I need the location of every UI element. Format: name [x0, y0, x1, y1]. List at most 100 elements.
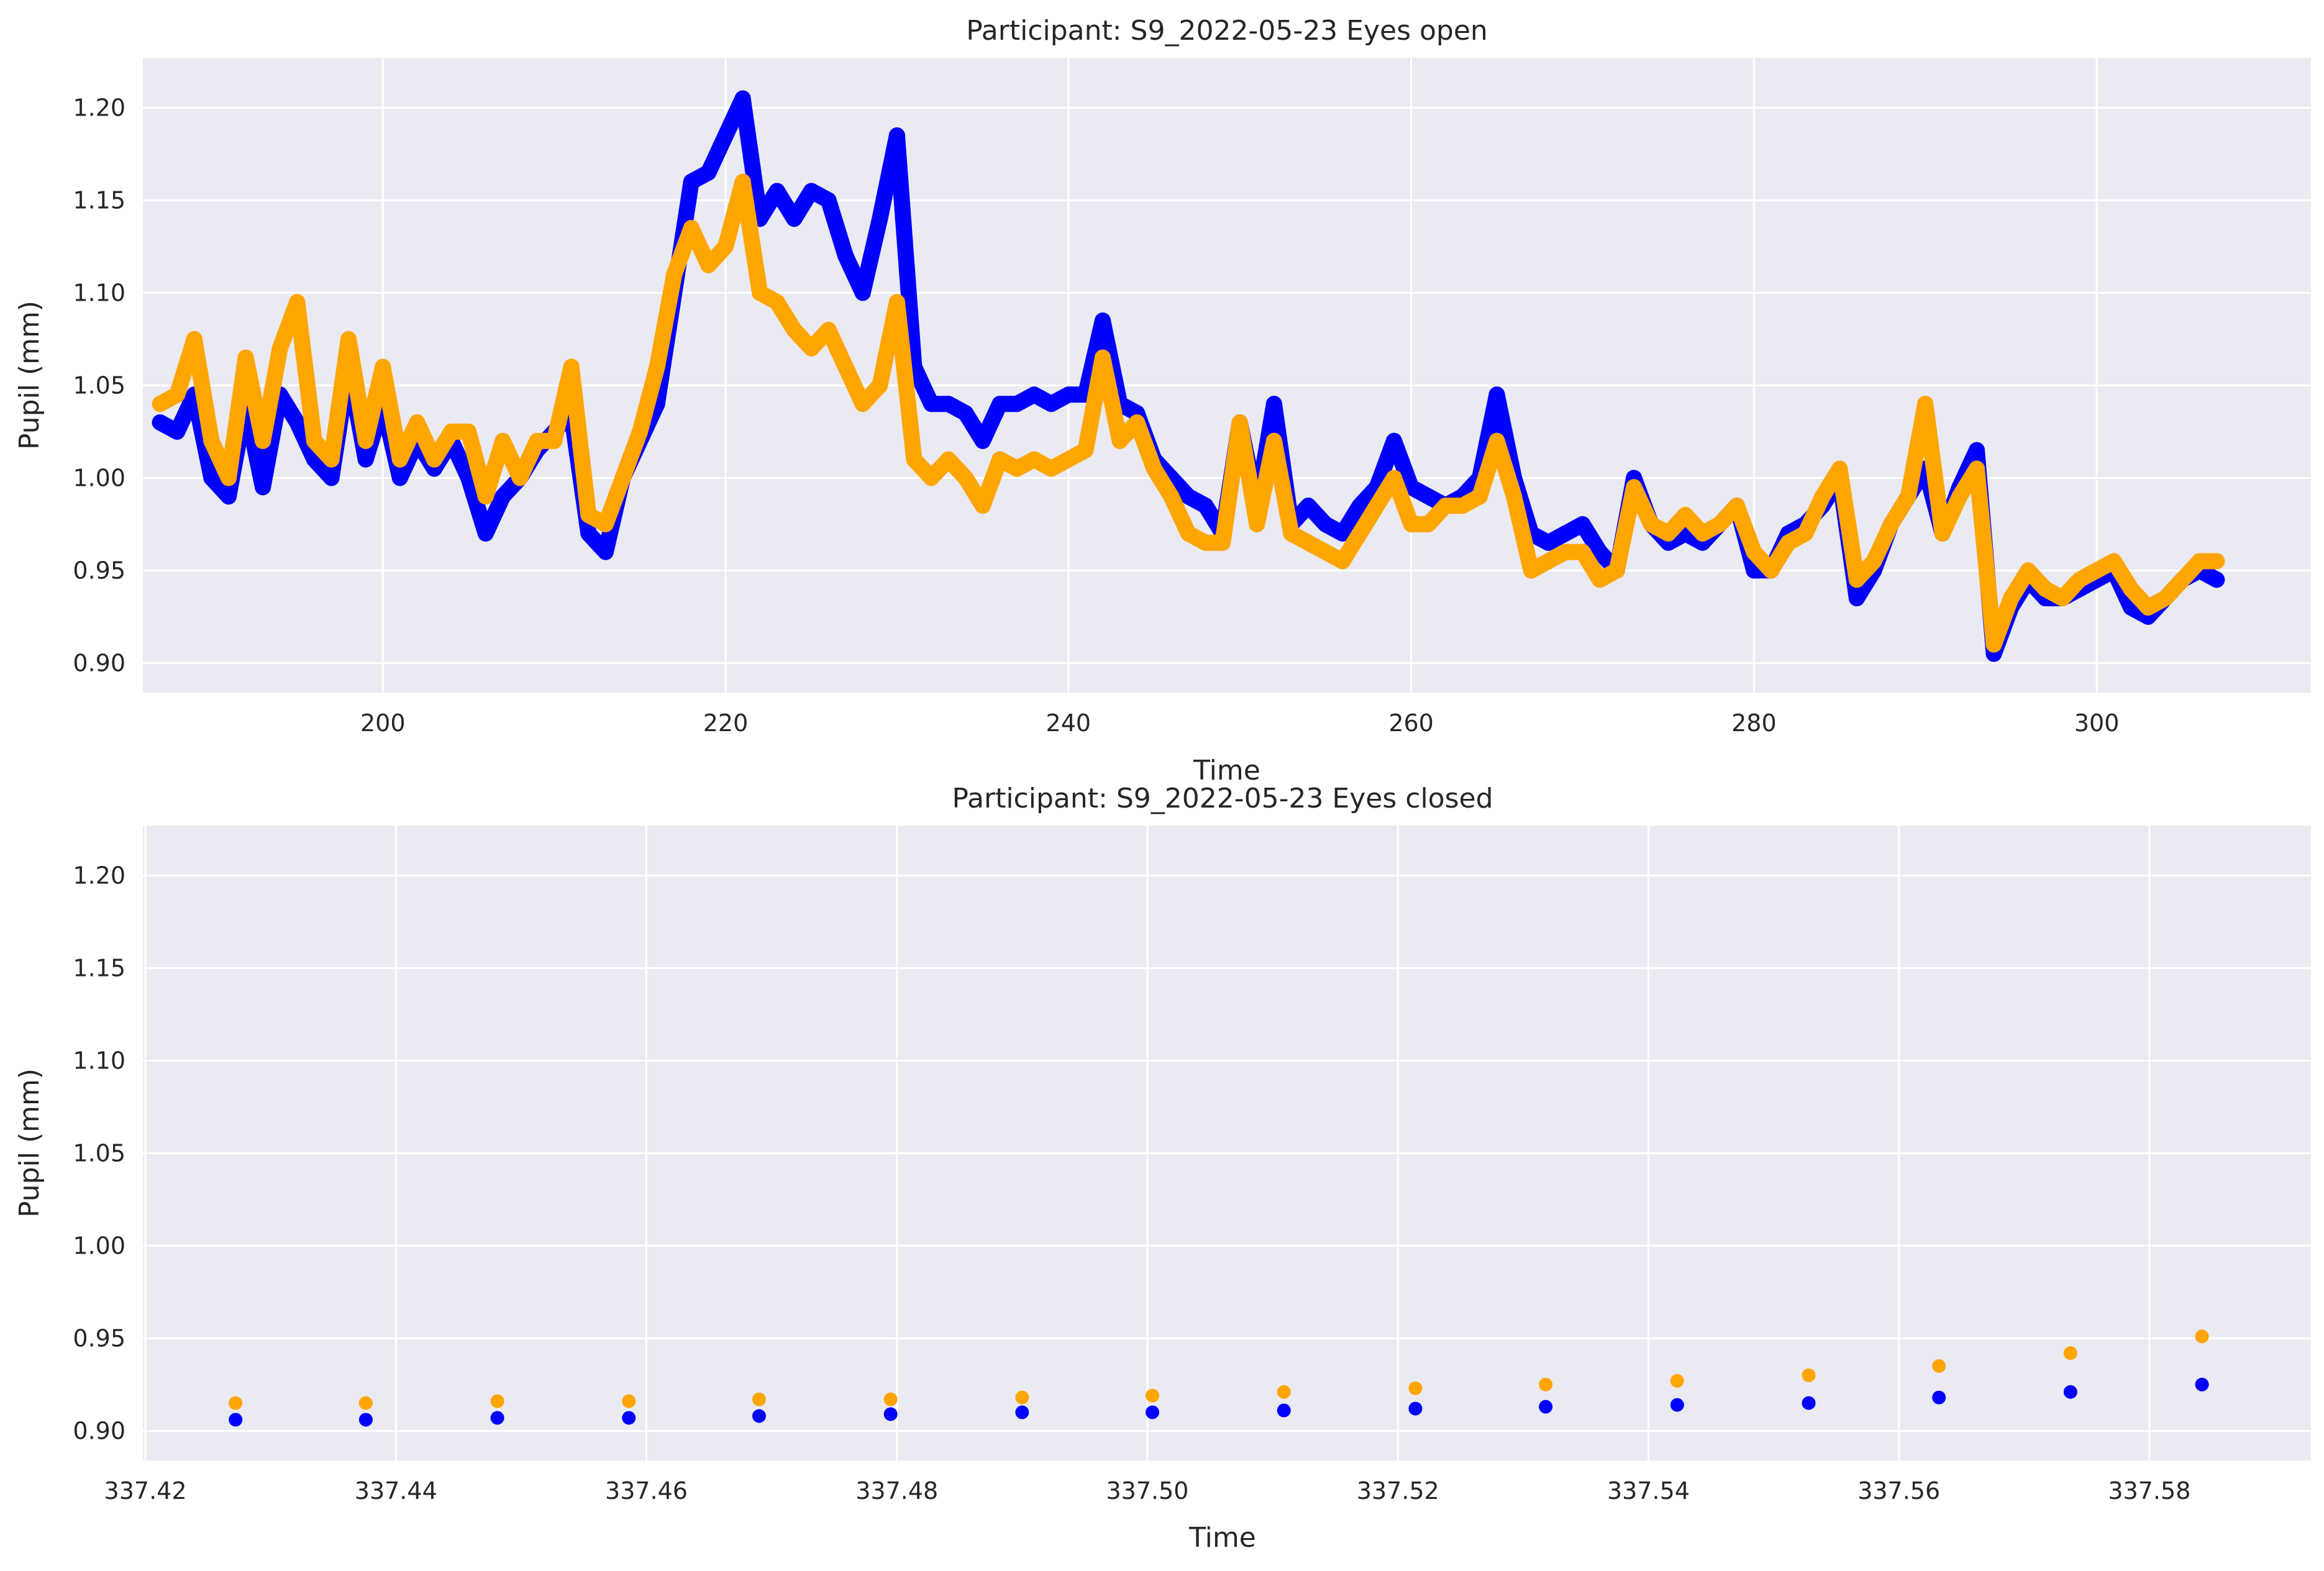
data-point	[957, 405, 974, 422]
data-point	[2208, 571, 2225, 588]
data-point	[1009, 396, 1026, 412]
data-point	[1694, 525, 1711, 542]
x-tick-label: 337.52	[1357, 1477, 1439, 1505]
data-point	[752, 285, 768, 301]
data-point	[477, 488, 494, 505]
plot-area-top	[143, 58, 2311, 693]
data-point	[203, 470, 220, 486]
data-point	[1043, 460, 1060, 477]
data-point	[220, 470, 237, 486]
data-point	[803, 183, 819, 199]
y-tick-label: 1.10	[73, 279, 125, 306]
data-point	[1557, 525, 1574, 542]
data-point	[683, 173, 699, 190]
data-point	[323, 451, 340, 468]
data-point	[752, 1392, 766, 1406]
data-point	[1539, 1400, 1553, 1414]
y-tick-label: 1.20	[73, 862, 125, 889]
y-tick-label: 1.05	[73, 1139, 125, 1167]
data-point	[357, 432, 374, 449]
data-point	[957, 470, 974, 486]
data-point	[614, 470, 631, 486]
data-point	[1300, 534, 1317, 551]
data-point	[186, 330, 203, 347]
data-point	[883, 1392, 898, 1406]
data-point	[1866, 553, 1882, 570]
data-point	[1300, 498, 1317, 514]
y-tick-label: 0.95	[73, 557, 125, 584]
data-point	[255, 479, 271, 496]
data-point	[2063, 1385, 2077, 1399]
data-point	[255, 432, 271, 449]
data-point	[1471, 488, 1488, 505]
data-point	[622, 1394, 636, 1408]
data-point	[169, 423, 186, 440]
chart-title-bottom: Participant: S9_2022-05-23 Eyes closed	[952, 783, 1493, 814]
data-point	[391, 470, 408, 486]
data-point	[1214, 534, 1231, 551]
data-point	[1883, 516, 1900, 532]
data-point	[169, 386, 186, 403]
data-point	[409, 414, 426, 430]
data-point	[494, 488, 511, 505]
data-point	[1802, 1396, 1816, 1410]
y-tick-label: 0.90	[73, 649, 125, 676]
data-point	[289, 414, 306, 430]
data-point	[1848, 590, 1865, 607]
data-point	[1592, 544, 1608, 560]
y-axis-label-bottom: Pupil (mm)	[14, 1068, 45, 1218]
data-point	[2020, 562, 2036, 579]
data-point	[974, 432, 991, 449]
y-ticks-top: 0.90 0.95 1.00 1.05 1.10 1.15 1.20	[73, 94, 125, 676]
data-point	[443, 423, 460, 440]
data-point	[563, 358, 580, 375]
data-point	[837, 247, 854, 264]
data-point	[1277, 1403, 1291, 1418]
y-tick-label: 0.90	[73, 1417, 125, 1444]
data-point	[546, 432, 563, 449]
data-point	[1848, 571, 1865, 588]
data-point	[718, 127, 734, 144]
y-tick-label: 1.00	[73, 464, 125, 491]
data-point	[768, 294, 785, 311]
x-ticks-bottom: 337.42 337.44 337.46 337.48 337.50 337.52 337.…	[104, 1477, 2191, 1505]
data-point	[1094, 349, 1111, 366]
data-point	[1488, 386, 1505, 403]
y-tick-label: 1.05	[73, 371, 125, 399]
data-point	[991, 396, 1008, 412]
data-point	[229, 1396, 243, 1410]
data-point	[1780, 534, 1797, 551]
data-point	[1283, 525, 1300, 542]
data-point	[391, 451, 408, 468]
data-point	[1180, 525, 1196, 542]
data-point	[1334, 553, 1351, 570]
data-point	[1351, 525, 1368, 542]
data-point	[1026, 386, 1042, 403]
x-tick-label: 337.48	[855, 1477, 938, 1505]
data-point	[1026, 451, 1042, 468]
data-point	[883, 1407, 898, 1421]
data-point	[1592, 571, 1608, 588]
data-point	[2037, 581, 2054, 598]
data-point	[1523, 562, 1539, 579]
plot-area-bottom	[143, 826, 2311, 1460]
data-point	[1932, 1359, 1946, 1373]
data-point	[1437, 498, 1454, 514]
data-point	[872, 377, 888, 394]
data-point	[1454, 498, 1471, 514]
data-point	[854, 285, 871, 301]
data-point	[1557, 544, 1574, 560]
data-point	[1626, 479, 1643, 496]
data-point	[2063, 1346, 2077, 1360]
data-point	[2123, 581, 2139, 598]
data-point	[1660, 525, 1677, 542]
data-point	[820, 192, 837, 209]
data-point	[597, 544, 614, 560]
data-point	[490, 1394, 504, 1408]
data-point	[323, 470, 340, 486]
chart-title-top: Participant: S9_2022-05-23 Eyes open	[966, 15, 1488, 47]
data-point	[1146, 1388, 1160, 1403]
data-point	[237, 349, 254, 366]
data-point	[1420, 488, 1437, 505]
